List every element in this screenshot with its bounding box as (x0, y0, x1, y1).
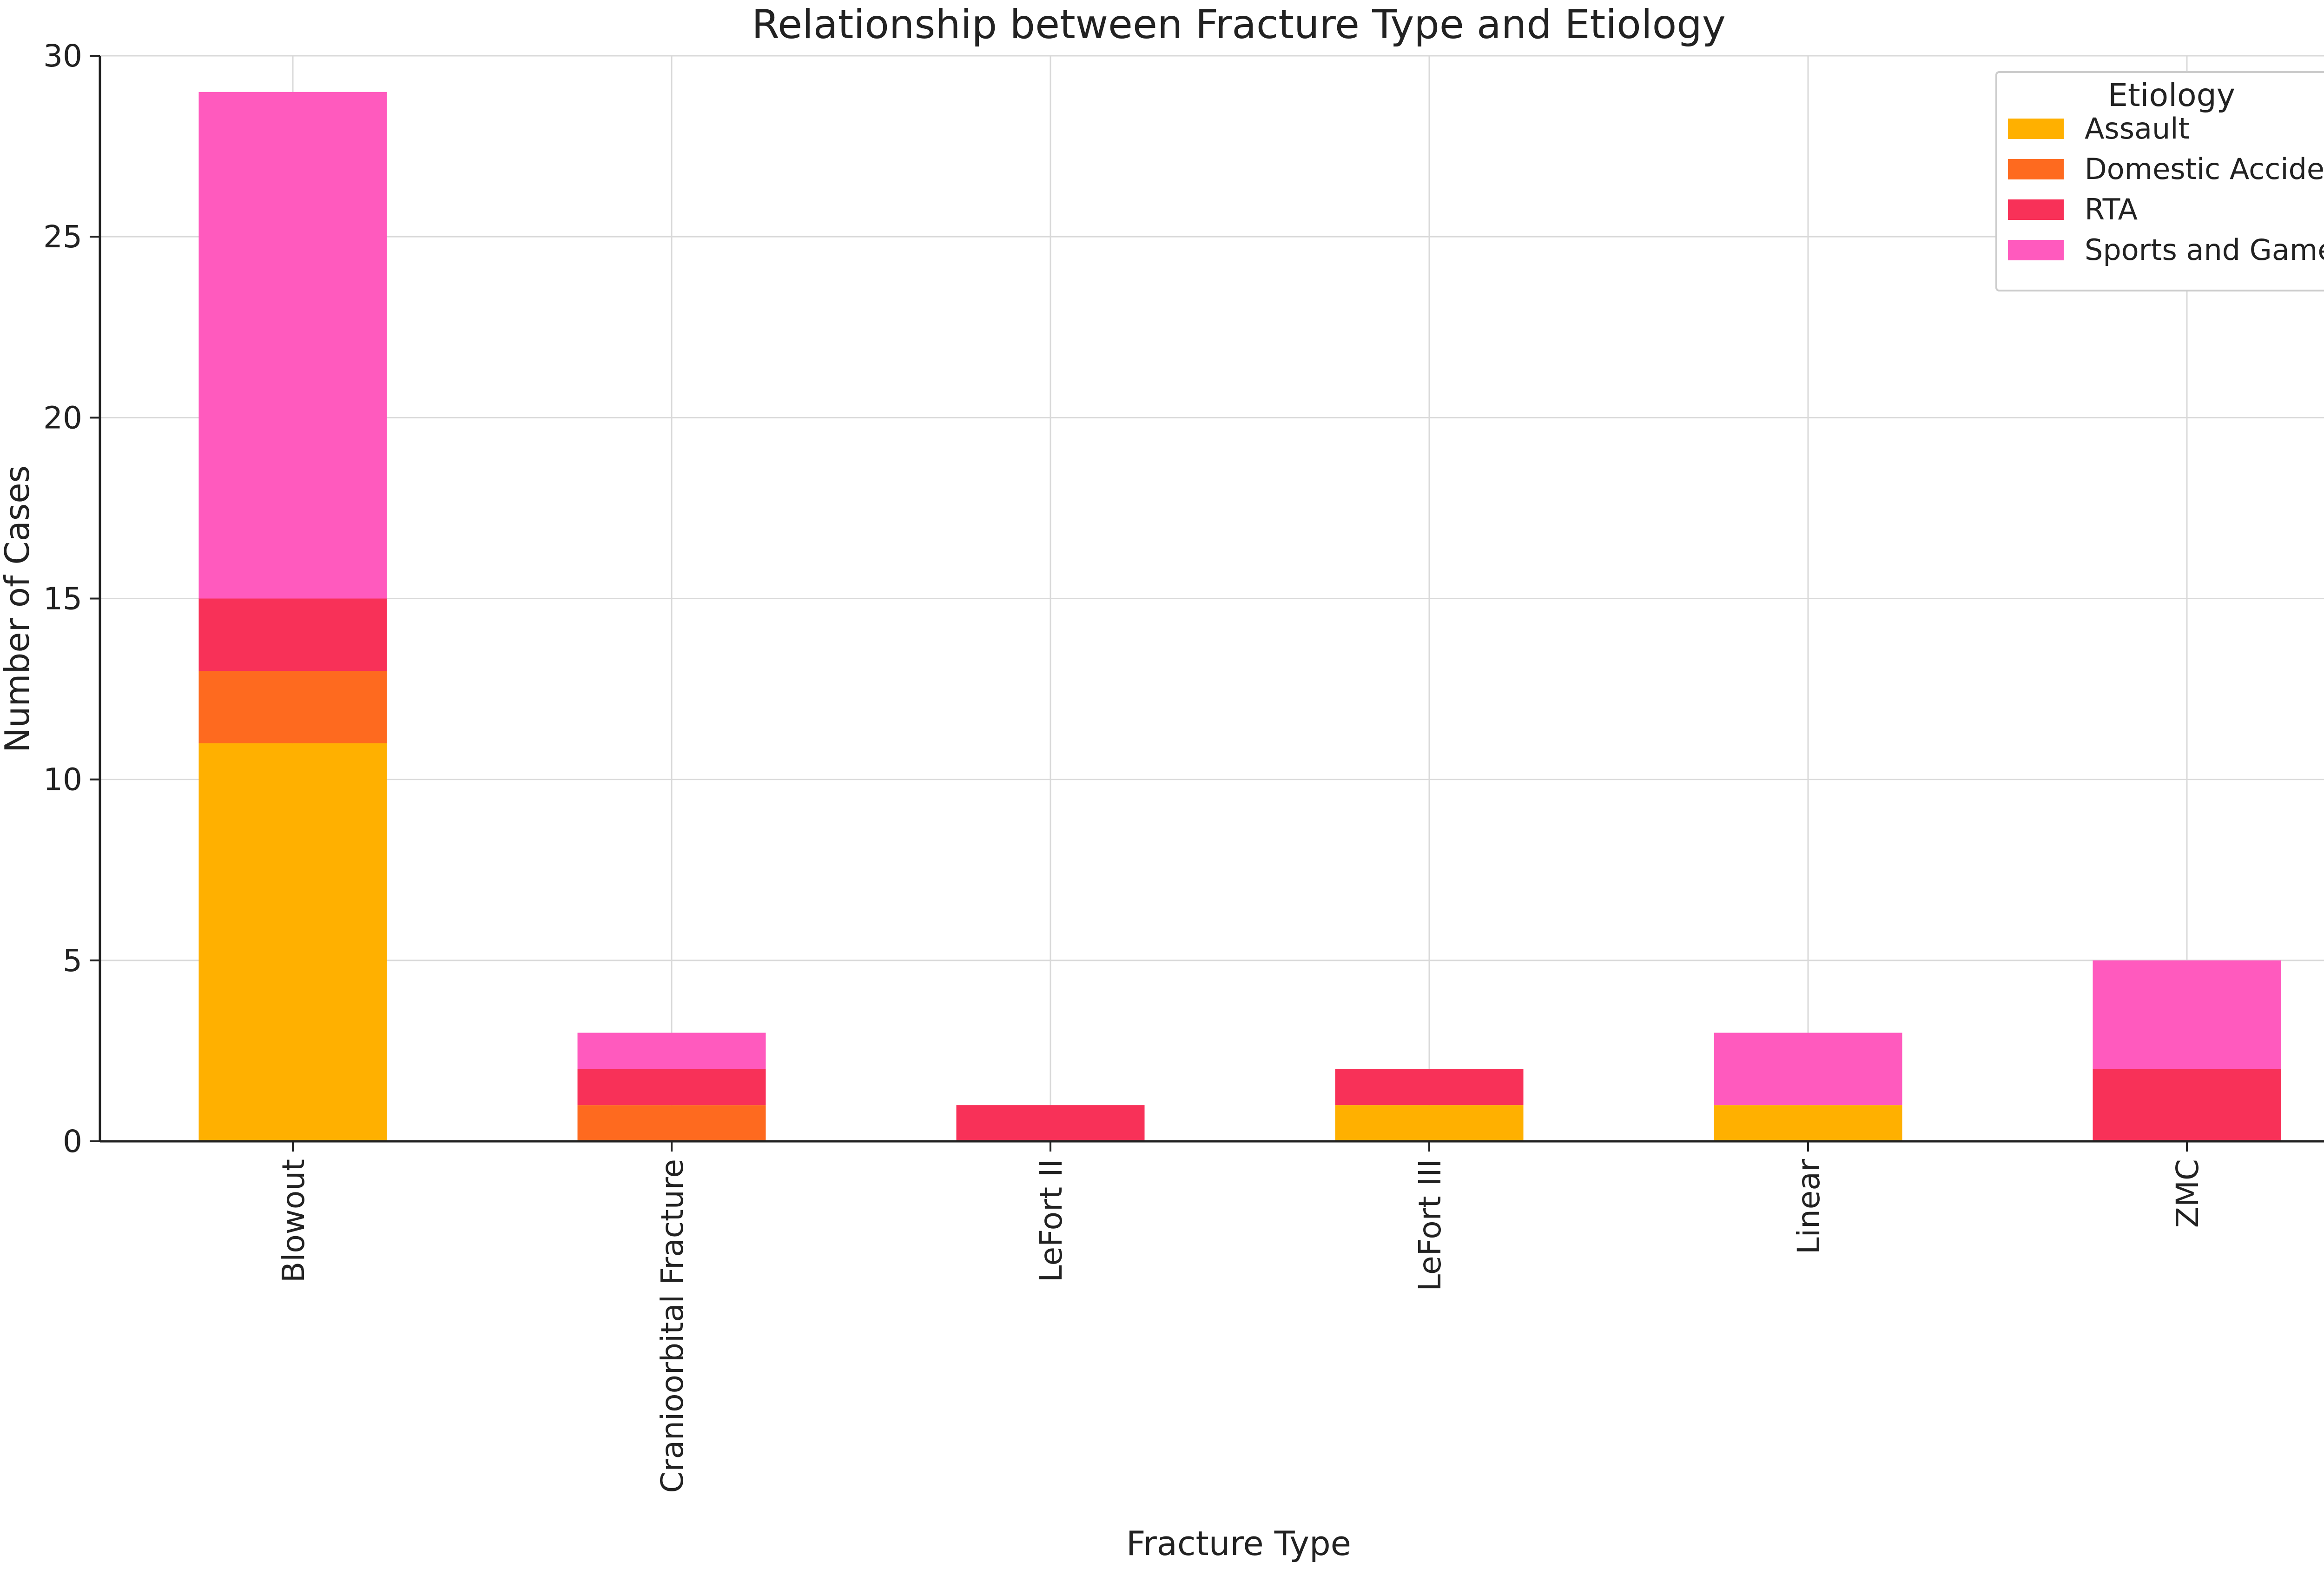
legend-label: Domestic Accident (2085, 152, 2324, 186)
y-tick-label: 15 (43, 581, 82, 617)
bar-segment-domestic-accident (198, 671, 387, 743)
y-axis-label: Number of Cases (0, 465, 37, 753)
bar-segment-sports-and-games (2093, 960, 2281, 1069)
legend-box (1995, 71, 2324, 291)
y-tick-label: 25 (43, 219, 82, 255)
x-tick-label: LeFort III (1412, 1159, 1448, 1291)
legend-swatch (2008, 159, 2064, 179)
bar-segment-sports-and-games (1714, 1033, 1902, 1106)
bar-segment-assault (1335, 1105, 1524, 1141)
bar-segment-domestic-accident (577, 1105, 766, 1141)
legend: Etiology Assault Domestic Accident RTA Spor… (1995, 71, 2324, 291)
x-tick-label: Blowout (276, 1159, 311, 1283)
x-axis-label: Fracture Type (1126, 1524, 1351, 1563)
bar-segment-rta (577, 1069, 766, 1106)
bar-segment-rta (198, 598, 387, 671)
legend-title: Etiology (2108, 77, 2235, 114)
x-tick-label: LeFort II (1033, 1159, 1069, 1282)
bar-segment-rta (1335, 1069, 1524, 1106)
y-tick-label: 10 (43, 762, 82, 798)
legend-label: Assault (2085, 112, 2190, 146)
grid-layer (100, 55, 2324, 1142)
legend-swatch (2008, 119, 2064, 139)
y-tick-label: 20 (43, 400, 82, 436)
bars-layer (198, 92, 2281, 1141)
legend-label: Sports and Games (2085, 233, 2324, 267)
bar-segment-sports-and-games (577, 1033, 766, 1069)
legend-swatch (2008, 240, 2064, 260)
x-tick-label: Cranioorbital Fracture (654, 1159, 690, 1493)
chart-title: Relationship between Fracture Type and E… (752, 1, 1726, 48)
y-tick-label: 30 (43, 38, 82, 74)
legend-swatch (2008, 199, 2064, 220)
x-tick-label: Linear (1791, 1159, 1827, 1254)
axes-layer: 0 5 10 15 20 25 30 Blowout Cranioorbital Fractur… (43, 38, 2324, 1493)
y-tick-label: 5 (63, 943, 82, 979)
bar-segment-sports-and-games (198, 92, 387, 599)
bar-segment-assault (1714, 1105, 1902, 1141)
bar-segment-rta (2093, 1069, 2281, 1141)
y-tick-label: 0 (63, 1124, 82, 1159)
x-tick-label: ZMC (2170, 1159, 2205, 1228)
legend-items: Assault Domestic Accident RTA Sports and Ga… (2008, 112, 2324, 267)
bar-segment-rta (956, 1105, 1145, 1141)
legend-label: RTA (2085, 192, 2138, 226)
bar-segment-assault (198, 743, 387, 1141)
